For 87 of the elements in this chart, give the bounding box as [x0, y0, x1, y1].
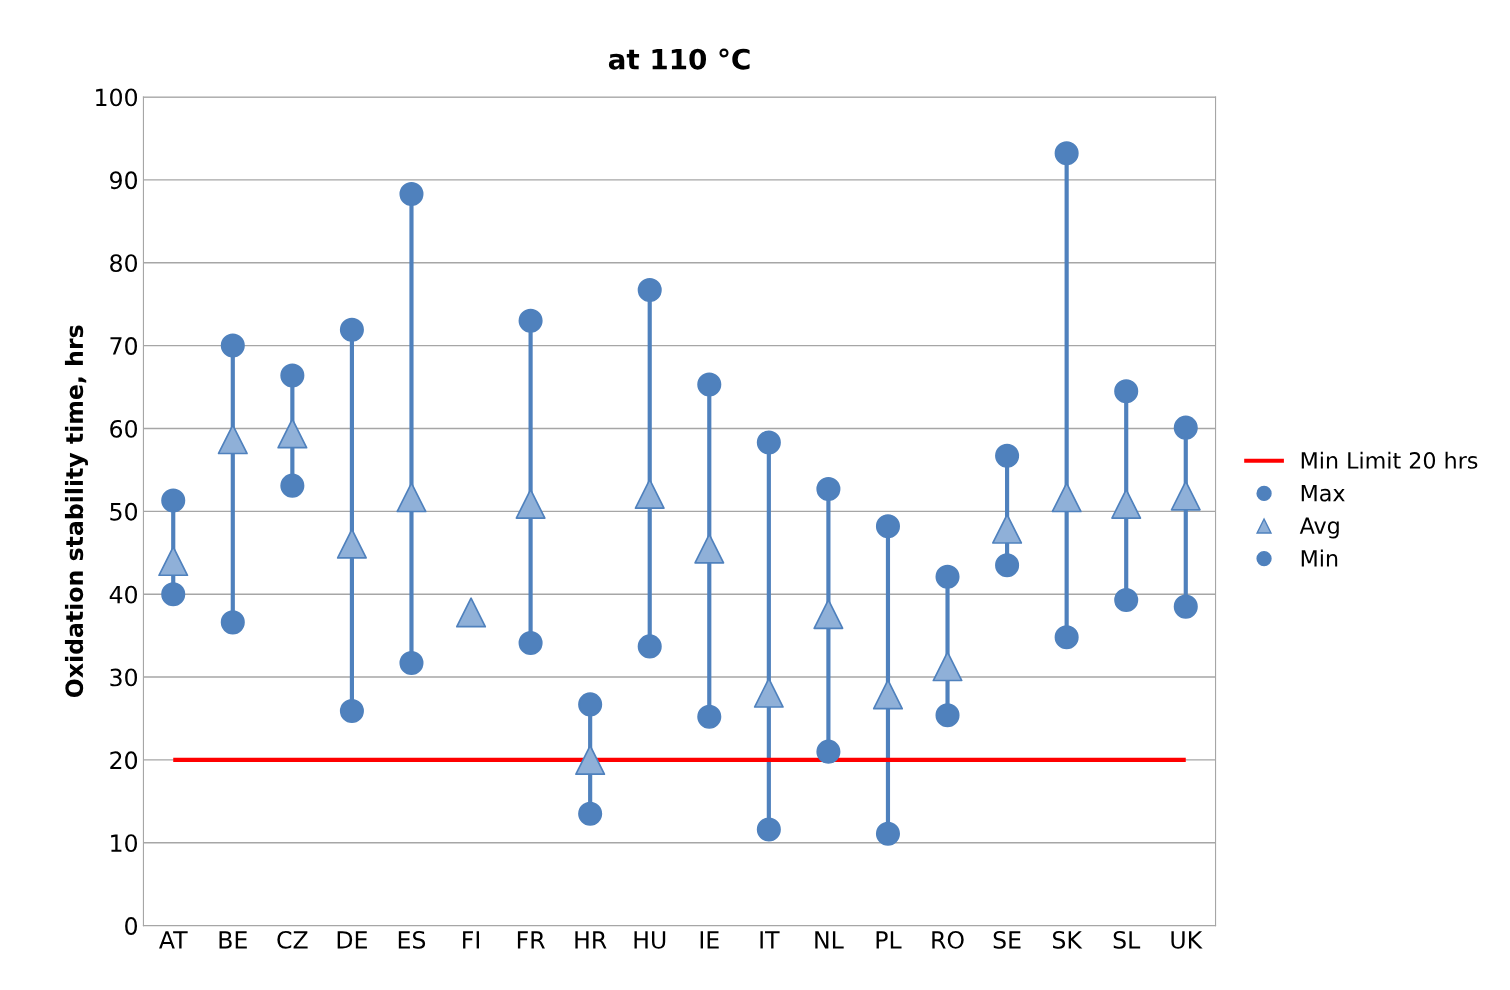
point — [697, 704, 722, 729]
point — [1054, 141, 1079, 166]
y-tick-label: 90 — [110, 171, 138, 190]
point — [995, 443, 1020, 468]
legend-label: Min — [1301, 549, 1338, 567]
point — [1051, 482, 1082, 513]
x-tick-label: UK — [1171, 931, 1203, 949]
point — [932, 651, 963, 682]
legend-label: Min Limit 20 hrs — [1301, 451, 1478, 469]
point — [875, 514, 900, 539]
point — [1111, 488, 1142, 519]
x-tick-label: AT — [159, 931, 188, 949]
point — [637, 634, 662, 659]
point — [872, 679, 904, 710]
y-tick-label: 60 — [110, 419, 138, 438]
legend-label: Avg — [1299, 517, 1339, 539]
x-tick-label: NL — [815, 931, 844, 949]
y-tick-label: 20 — [110, 751, 138, 770]
point — [1114, 379, 1139, 404]
point — [217, 424, 248, 455]
point — [280, 473, 305, 498]
point — [220, 610, 245, 635]
point — [1114, 587, 1139, 613]
y-tick-label: 100 — [96, 88, 138, 107]
point — [935, 703, 960, 728]
point — [396, 482, 427, 513]
point — [339, 317, 364, 342]
point — [336, 528, 367, 559]
point — [992, 513, 1023, 544]
point — [1173, 415, 1198, 440]
point — [637, 278, 662, 303]
point — [816, 739, 841, 764]
point — [995, 553, 1020, 578]
point — [339, 699, 364, 724]
point — [518, 308, 543, 333]
point — [1173, 594, 1198, 619]
y-axis-title: Oxidation stability time, hrs — [64, 325, 88, 698]
x-tick-label: IE — [700, 931, 719, 949]
x-tick-label: IT — [760, 931, 780, 949]
chart-title: at 110 °C — [608, 48, 750, 70]
point — [161, 582, 186, 607]
x-tick-label: FI — [463, 931, 479, 949]
y-tick-label: 70 — [110, 337, 138, 355]
point — [1170, 480, 1201, 511]
point — [816, 476, 841, 501]
point — [753, 677, 784, 708]
point — [813, 599, 844, 630]
y-tick-label: 10 — [111, 834, 138, 853]
x-tick-label: DE — [337, 931, 367, 949]
point — [575, 744, 606, 775]
x-tick-label: RO — [932, 930, 964, 949]
point — [158, 545, 189, 577]
legend-label: Max — [1301, 484, 1345, 502]
point — [634, 478, 665, 510]
x-tick-label: HR — [575, 931, 607, 949]
y-tick-label: 30 — [110, 668, 138, 687]
x-tick-label: PL — [876, 931, 902, 949]
point — [277, 418, 308, 449]
x-tick-label: SK — [1052, 930, 1083, 949]
point — [935, 564, 960, 589]
point — [1054, 625, 1079, 650]
point — [161, 488, 186, 513]
point — [220, 333, 245, 358]
point — [399, 181, 424, 207]
point — [578, 692, 603, 717]
point — [756, 430, 781, 455]
y-tick-label: 50 — [110, 502, 138, 521]
y-tick-label: 40 — [109, 585, 138, 604]
point — [697, 372, 722, 397]
point — [578, 801, 603, 826]
point — [455, 597, 487, 628]
x-tick-label: SL — [1113, 930, 1141, 949]
point — [515, 488, 546, 519]
point — [694, 533, 725, 564]
x-tick-label: SE — [993, 930, 1021, 949]
x-tick-label: BE — [219, 931, 247, 949]
point — [280, 363, 305, 388]
x-tick-label: ES — [398, 930, 426, 949]
point — [399, 650, 424, 676]
x-tick-label: HU — [634, 931, 666, 949]
point — [875, 821, 900, 846]
point — [756, 817, 781, 842]
x-tick-label: FR — [517, 931, 545, 949]
y-tick-label: 80 — [110, 254, 138, 273]
point — [518, 631, 543, 656]
y-tick-label: 0 — [125, 917, 138, 935]
x-tick-label: CZ — [277, 930, 308, 949]
